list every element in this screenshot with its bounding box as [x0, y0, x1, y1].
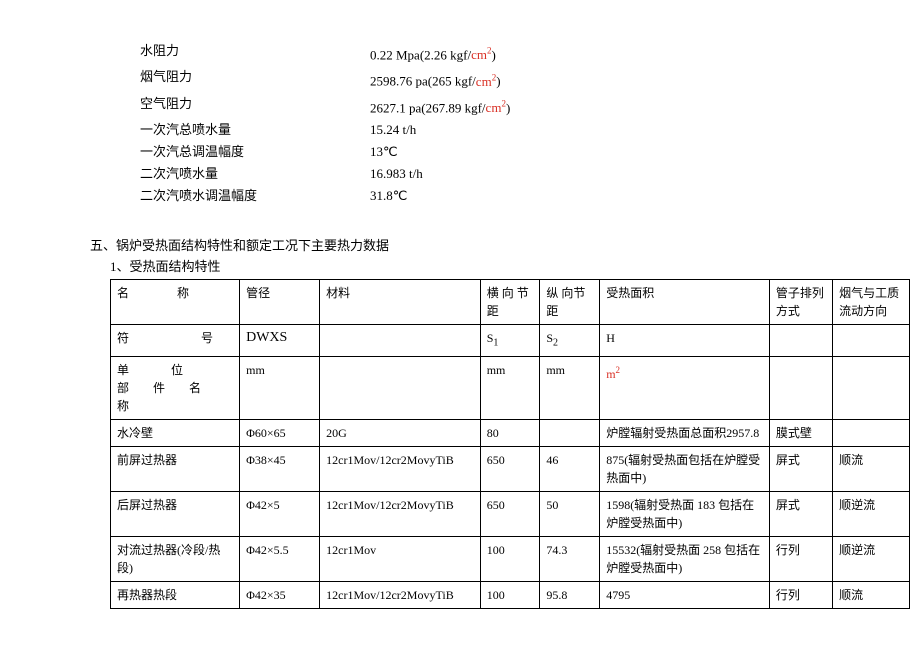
param-label: 二次汽喷水调温幅度 [140, 185, 370, 207]
table-unit-row: 单 位 部 件 名 称 mm mm mm m2 [111, 357, 910, 420]
unit-s2: mm [540, 357, 600, 420]
cell-mat: 12cr1Mov/12cr2MovyTiB [320, 582, 481, 609]
unit-mat [320, 357, 481, 420]
th-dia: 管径 [240, 279, 320, 324]
cell-mat: 12cr1Mov/12cr2MovyTiB [320, 447, 481, 492]
cell-name: 对流过热器(冷段/热段) [111, 537, 240, 582]
param-row: 空气阻力2627.1 pa(267.89 kgf/cm2) [140, 93, 870, 119]
cell-area: 4795 [600, 582, 770, 609]
cell-s2: 95.8 [540, 582, 600, 609]
unit-s1: mm [480, 357, 540, 420]
cell-s1: 100 [480, 537, 540, 582]
sym-s2: S2 [540, 324, 600, 356]
cell-dir: 顺流 [833, 447, 910, 492]
param-value: 16.983 t/h [370, 163, 423, 185]
param-row: 烟气阻力2598.76 pa(265 kgf/cm2) [140, 66, 870, 92]
cell-s2: 74.3 [540, 537, 600, 582]
table-row: 前屏过热器Φ38×4512cr1Mov/12cr2MovyTiB65046875… [111, 447, 910, 492]
param-row: 二次汽喷水量16.983 t/h [140, 163, 870, 185]
sub-title: 1、受热面结构特性 [110, 256, 870, 275]
cell-dia: Φ42×5 [240, 492, 320, 537]
cell-name: 后屏过热器 [111, 492, 240, 537]
th-name: 名 称 [111, 279, 240, 324]
param-label: 一次汽总喷水量 [140, 119, 370, 141]
unit-name: 单 位 部 件 名 称 [111, 357, 240, 420]
param-value: 13℃ [370, 141, 398, 163]
cell-s1: 100 [480, 582, 540, 609]
spec-table: 名 称 管径 材料 横 向 节距 纵 向节距 受热面积 管子排列方式 烟气与工质… [110, 279, 910, 609]
cell-s1: 650 [480, 447, 540, 492]
param-row: 二次汽喷水调温幅度31.8℃ [140, 185, 870, 207]
sym-arr [769, 324, 832, 356]
table-row: 后屏过热器Φ42×512cr1Mov/12cr2MovyTiB650501598… [111, 492, 910, 537]
table-symbol-row: 符 号 DWXS S1 S2 H [111, 324, 910, 356]
cell-mat: 12cr1Mov [320, 537, 481, 582]
unit-area: m2 [600, 357, 770, 420]
cell-arr: 行列 [769, 537, 832, 582]
cell-area: 1598(辐射受热面 183 包括在炉膛受热面中) [600, 492, 770, 537]
cell-s1: 80 [480, 420, 540, 447]
parameter-list: 水阻力0.22 Mpa(2.26 kgf/cm2)烟气阻力2598.76 pa(… [140, 40, 870, 207]
sym-mat [320, 324, 481, 356]
cell-area: 15532(辐射受热面 258 包括在炉膛受热面中) [600, 537, 770, 582]
cell-name: 水冷壁 [111, 420, 240, 447]
param-row: 一次汽总喷水量15.24 t/h [140, 119, 870, 141]
th-mat: 材料 [320, 279, 481, 324]
cell-arr: 屏式 [769, 492, 832, 537]
cell-s2 [540, 420, 600, 447]
param-row: 一次汽总调温幅度13℃ [140, 141, 870, 163]
cell-mat: 20G [320, 420, 481, 447]
cell-arr: 行列 [769, 582, 832, 609]
th-s2: 纵 向节距 [540, 279, 600, 324]
cell-mat: 12cr1Mov/12cr2MovyTiB [320, 492, 481, 537]
cell-name: 再热器热段 [111, 582, 240, 609]
cell-dir [833, 420, 910, 447]
cell-dia: Φ42×5.5 [240, 537, 320, 582]
sym-name: 符 号 [111, 324, 240, 356]
unit-dir [833, 357, 910, 420]
cell-dia: Φ60×65 [240, 420, 320, 447]
unit-arr [769, 357, 832, 420]
cell-name: 前屏过热器 [111, 447, 240, 492]
unit-dia: mm [240, 357, 320, 420]
table-row: 对流过热器(冷段/热段)Φ42×5.512cr1Mov10074.315532(… [111, 537, 910, 582]
cell-dia: Φ42×35 [240, 582, 320, 609]
cell-dir: 顺流 [833, 582, 910, 609]
table-row: 水冷壁Φ60×6520G80 炉膛辐射受热面总面积2957.8膜式壁 [111, 420, 910, 447]
param-label: 二次汽喷水量 [140, 163, 370, 185]
sym-area: H [600, 324, 770, 356]
cell-s2: 50 [540, 492, 600, 537]
param-value: 15.24 t/h [370, 119, 416, 141]
param-label: 烟气阻力 [140, 66, 370, 92]
th-arr: 管子排列方式 [769, 279, 832, 324]
cell-s1: 650 [480, 492, 540, 537]
cell-area: 炉膛辐射受热面总面积2957.8 [600, 420, 770, 447]
th-area: 受热面积 [600, 279, 770, 324]
sym-dir [833, 324, 910, 356]
param-value: 0.22 Mpa(2.26 kgf/cm2) [370, 40, 496, 66]
table-row: 再热器热段Φ42×3512cr1Mov/12cr2MovyTiB10095.84… [111, 582, 910, 609]
cell-dir: 顺逆流 [833, 537, 910, 582]
table-header-row: 名 称 管径 材料 横 向 节距 纵 向节距 受热面积 管子排列方式 烟气与工质… [111, 279, 910, 324]
param-value: 2598.76 pa(265 kgf/cm2) [370, 66, 501, 92]
param-label: 一次汽总调温幅度 [140, 141, 370, 163]
cell-arr: 膜式壁 [769, 420, 832, 447]
param-label: 空气阻力 [140, 93, 370, 119]
cell-arr: 屏式 [769, 447, 832, 492]
th-dir: 烟气与工质流动方向 [833, 279, 910, 324]
param-label: 水阻力 [140, 40, 370, 66]
cell-dia: Φ38×45 [240, 447, 320, 492]
sym-s1: S1 [480, 324, 540, 356]
cell-s2: 46 [540, 447, 600, 492]
cell-dir: 顺逆流 [833, 492, 910, 537]
th-s1: 横 向 节距 [480, 279, 540, 324]
sym-dia: DWXS [240, 324, 320, 356]
param-row: 水阻力0.22 Mpa(2.26 kgf/cm2) [140, 40, 870, 66]
cell-area: 875(辐射受热面包括在炉膛受热面中) [600, 447, 770, 492]
section-title: 五、锅炉受热面结构特性和额定工况下主要热力数据 [90, 235, 870, 254]
param-value: 31.8℃ [370, 185, 407, 207]
param-value: 2627.1 pa(267.89 kgf/cm2) [370, 93, 510, 119]
